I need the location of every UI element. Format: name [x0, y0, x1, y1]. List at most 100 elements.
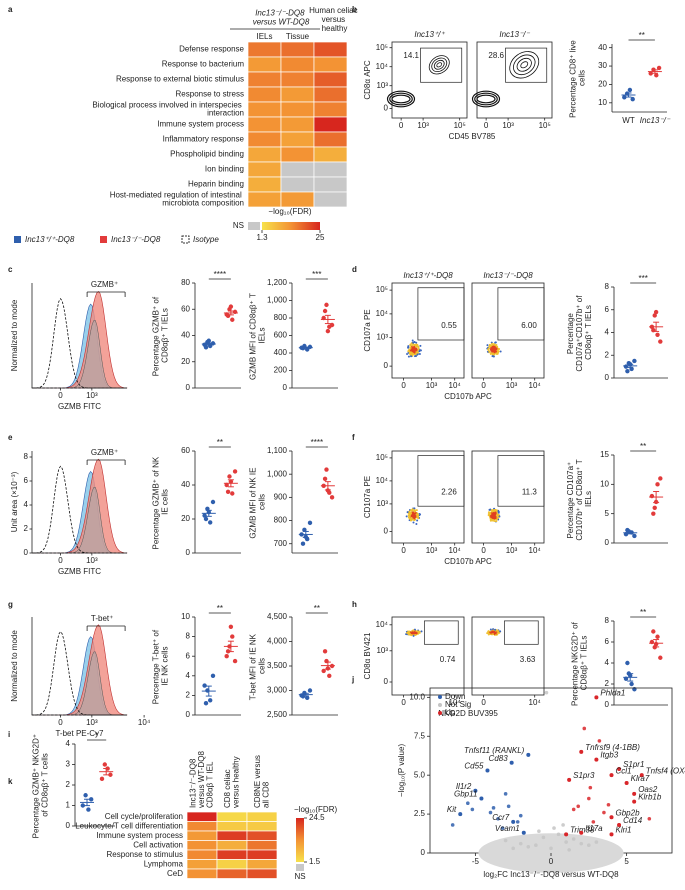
y-tick-label: 0 [605, 700, 610, 709]
x-tick-label: 0 [399, 121, 404, 130]
data-point [228, 304, 234, 309]
flow-event [416, 519, 419, 522]
data-point [488, 810, 493, 815]
panel-label: g [8, 600, 13, 609]
heat-cell [216, 830, 248, 841]
data-point [503, 838, 508, 843]
gene-label: Oas2 [638, 785, 658, 794]
flow-event [409, 349, 412, 352]
flow-event [406, 631, 409, 634]
y-tick-label: 8 [605, 616, 610, 625]
colorbar-tick-label: 24.5 [309, 813, 325, 822]
data-point [591, 820, 596, 824]
data-point [571, 807, 576, 812]
heat-cell [280, 116, 315, 133]
y-tick-label: 30 [598, 61, 607, 70]
gene-point [479, 796, 484, 801]
data-point [491, 806, 496, 810]
y-tick-label: 40 [181, 331, 190, 340]
gene-point [617, 822, 622, 827]
contour [471, 90, 501, 108]
panel-label: j [351, 675, 354, 684]
flow-event [416, 351, 419, 354]
legend-label: Inc13⁺/⁺-DQ8 [25, 235, 75, 244]
ns-cell [313, 161, 348, 178]
data-point [232, 658, 238, 664]
y-tick-label: 0 [186, 548, 191, 557]
gate-percentage: 3.63 [520, 655, 536, 664]
flow-frame [471, 616, 545, 696]
significance-label: **** [311, 438, 323, 447]
flow-event [417, 346, 420, 349]
y-tick-label: 1 [66, 801, 71, 810]
data-point [322, 649, 328, 654]
flow-event [409, 351, 412, 354]
x-tick-label: 0 [58, 718, 63, 727]
data-point [567, 848, 571, 852]
heat-cell [280, 41, 315, 58]
gene-label: Cd14 [623, 816, 643, 825]
data-point [206, 338, 211, 343]
flow-event [410, 517, 413, 520]
row-label: Heparin binding [188, 180, 244, 189]
y-axis-label: Percentage T-bet⁺ of IE NK cells [152, 628, 170, 705]
row-label: Cell cycle/proliferation [105, 812, 183, 821]
heat-cell [280, 86, 315, 103]
heat-cell [216, 868, 248, 879]
contour [509, 51, 540, 79]
gene-point [521, 830, 526, 835]
flow-event [417, 517, 420, 520]
flow-event [494, 628, 497, 631]
data-point [466, 801, 470, 805]
heat-cell [247, 86, 282, 103]
y-tick-label: 2 [66, 780, 71, 789]
x-tick-label: -5 [472, 857, 480, 866]
panel-label: k [8, 777, 13, 786]
y-tick-label: 5 [605, 509, 610, 518]
gate [497, 287, 545, 341]
data-point [625, 660, 630, 666]
flow-event [413, 507, 416, 510]
y-axis-label: Normalized to mode [10, 299, 19, 371]
data-point [208, 520, 213, 525]
data-point [587, 796, 591, 801]
flow-event [420, 630, 423, 633]
gene-label: Cd55 [464, 762, 484, 771]
significance-label: ** [639, 31, 645, 40]
flow-event [413, 341, 416, 344]
x-tick-label: 0 [481, 546, 486, 555]
data-point [324, 302, 329, 308]
y-tick-label: 1,000 [267, 296, 288, 305]
flow-event [489, 628, 492, 631]
gene-label: Trim38 [570, 825, 595, 834]
data-point [518, 813, 523, 818]
y-tick-label: 10⁴ [376, 620, 389, 629]
data-point [561, 823, 565, 827]
y-tick-label: 8 [186, 632, 191, 641]
data-point [602, 810, 606, 815]
heat-cell [246, 868, 278, 879]
gate [504, 620, 539, 645]
x-tick-label: 10³ [506, 546, 518, 555]
flow-event [415, 343, 418, 346]
y-tick-label: 0 [384, 104, 389, 113]
legend-label: Inc13⁻/⁻-DQ8 [111, 235, 161, 244]
y-tick-label: 7.5 [414, 731, 426, 740]
flow-event [494, 341, 497, 344]
flow-event [491, 346, 494, 349]
y-tick-label: 10⁴ [376, 476, 389, 485]
row-label: Response to external biotic stimulus [116, 75, 244, 84]
ns-cell [313, 191, 348, 208]
heat-cell [186, 859, 218, 870]
flow-event [496, 345, 499, 348]
gene-label: Itgb3 [600, 751, 618, 760]
y-tick-label: 10⁵ [376, 453, 388, 462]
flow-event [415, 351, 418, 354]
x-tick-label: 10⁴ [449, 698, 462, 707]
x-tick-label: 10⁵ [454, 121, 466, 130]
plot-title: Inc13⁺/⁺-DQ8 [403, 271, 453, 280]
gene-point [624, 780, 629, 785]
plot-title: Inc13⁻/⁻ [499, 30, 530, 39]
heat-cell [280, 101, 315, 118]
y-axis-label: Percentage CD8⁺ live cells [569, 38, 587, 118]
